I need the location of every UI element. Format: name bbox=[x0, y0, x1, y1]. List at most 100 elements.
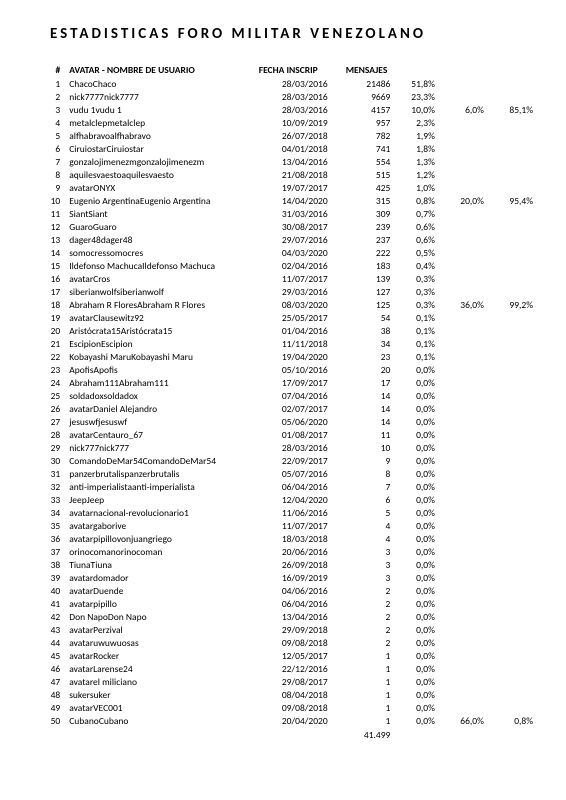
cell-msgs: 183 bbox=[343, 259, 394, 272]
table-row: 3vudu 1vudu 128/03/2016415710,0%6,0%85,1… bbox=[40, 103, 536, 116]
page-container: ESTADISTICAS FORO MILITAR VENEZOLANO # A… bbox=[0, 0, 566, 800]
cell-pct1: 0,0% bbox=[393, 441, 437, 454]
cell-pct1: 1,9% bbox=[393, 129, 437, 142]
cell-pct2 bbox=[438, 545, 487, 558]
table-row: 41avatarpipillo06/04/201620,0% bbox=[40, 597, 536, 610]
table-row: 40avatarDuende04/06/201620,0% bbox=[40, 584, 536, 597]
cell-pct2 bbox=[438, 142, 487, 155]
cell-name: CiruiostarCiruiostar bbox=[66, 142, 253, 155]
cell-num: 41 bbox=[40, 597, 66, 610]
cell-date: 20/04/2020 bbox=[254, 714, 343, 727]
cell-pct1: 0,0% bbox=[393, 389, 437, 402]
cell-name: Ildefonso MachucaIldefonso Machuca bbox=[66, 259, 253, 272]
cell-pct2 bbox=[438, 77, 487, 90]
cell-num: 16 bbox=[40, 272, 66, 285]
cell-pct1: 0,0% bbox=[393, 506, 437, 519]
cell-pct1: 1,2% bbox=[393, 168, 437, 181]
cell-name: Eugenio ArgentinaEugenio Argentina bbox=[66, 194, 253, 207]
cell-date: 08/04/2018 bbox=[254, 688, 343, 701]
cell-pct2: 36,0% bbox=[438, 298, 487, 311]
cell-pct2 bbox=[438, 636, 487, 649]
cell-num: 23 bbox=[40, 363, 66, 376]
header-name: AVATAR - NOMBRE DE USUARIO bbox=[66, 63, 253, 77]
cell-pct3: 99,2% bbox=[487, 298, 536, 311]
cell-date: 10/09/2019 bbox=[254, 116, 343, 129]
cell-name: avatarpipillo bbox=[66, 597, 253, 610]
cell-name: jesuswfjesuswf bbox=[66, 415, 253, 428]
cell-pct1: 0,0% bbox=[393, 597, 437, 610]
cell-msgs: 38 bbox=[343, 324, 394, 337]
cell-pct2 bbox=[438, 207, 487, 220]
cell-pct3 bbox=[487, 649, 536, 662]
table-row: 34avatarnacional-revolucionario111/06/20… bbox=[40, 506, 536, 519]
cell-date: 11/07/2017 bbox=[254, 272, 343, 285]
cell-num: 38 bbox=[40, 558, 66, 571]
cell-pct3 bbox=[487, 389, 536, 402]
cell-pct2 bbox=[438, 519, 487, 532]
cell-pct1: 0,0% bbox=[393, 454, 437, 467]
cell-name: GuaroGuaro bbox=[66, 220, 253, 233]
cell-pct3 bbox=[487, 77, 536, 90]
cell-date: 25/05/2017 bbox=[254, 311, 343, 324]
cell-msgs: 309 bbox=[343, 207, 394, 220]
cell-date: 17/09/2017 bbox=[254, 376, 343, 389]
cell-msgs: 1 bbox=[343, 649, 394, 662]
cell-num: 42 bbox=[40, 610, 66, 623]
cell-name: avatarLarense24 bbox=[66, 662, 253, 675]
table-row: 27jesuswfjesuswf05/06/2020140,0% bbox=[40, 415, 536, 428]
cell-name: nick777nick777 bbox=[66, 441, 253, 454]
cell-pct2 bbox=[438, 675, 487, 688]
table-row: 4metalclepmetalclep10/09/20199572,3% bbox=[40, 116, 536, 129]
cell-msgs: 14 bbox=[343, 415, 394, 428]
cell-name: avatarel miliciano bbox=[66, 675, 253, 688]
cell-pct3 bbox=[487, 480, 536, 493]
cell-num: 17 bbox=[40, 285, 66, 298]
cell-msgs: 127 bbox=[343, 285, 394, 298]
table-row: 15Ildefonso MachucaIldefonso Machuca02/0… bbox=[40, 259, 536, 272]
cell-msgs: 7 bbox=[343, 480, 394, 493]
table-row: 17siberianwolfsiberianwolf29/03/20161270… bbox=[40, 285, 536, 298]
cell-num: 10 bbox=[40, 194, 66, 207]
cell-msgs: 554 bbox=[343, 155, 394, 168]
table-row: 47avatarel miliciano29/08/201710,0% bbox=[40, 675, 536, 688]
cell-pct1: 0,7% bbox=[393, 207, 437, 220]
cell-msgs: 1 bbox=[343, 675, 394, 688]
cell-num: 8 bbox=[40, 168, 66, 181]
table-row: 26avatarDaniel Alejandro02/07/2017140,0% bbox=[40, 402, 536, 415]
table-row: 42Don NapoDon Napo13/04/201620,0% bbox=[40, 610, 536, 623]
cell-pct3 bbox=[487, 688, 536, 701]
cell-date: 01/04/2016 bbox=[254, 324, 343, 337]
table-row: 28avatarCentauro_6701/08/2017110,0% bbox=[40, 428, 536, 441]
total-value: 41.499 bbox=[343, 727, 394, 742]
cell-pct1: 0,3% bbox=[393, 285, 437, 298]
cell-pct2 bbox=[438, 506, 487, 519]
cell-pct1: 0,6% bbox=[393, 233, 437, 246]
cell-name: ChacoChaco bbox=[66, 77, 253, 90]
cell-pct3 bbox=[487, 168, 536, 181]
cell-pct2 bbox=[438, 376, 487, 389]
table-row: 5alfhabravoalfhabravo26/07/20187821,9% bbox=[40, 129, 536, 142]
cell-pct2 bbox=[438, 688, 487, 701]
header-pct2 bbox=[438, 63, 487, 77]
cell-date: 11/11/2018 bbox=[254, 337, 343, 350]
cell-num: 9 bbox=[40, 181, 66, 194]
cell-pct1: 0,0% bbox=[393, 363, 437, 376]
cell-pct3 bbox=[487, 415, 536, 428]
cell-pct1: 0,0% bbox=[393, 623, 437, 636]
cell-name: avatardomador bbox=[66, 571, 253, 584]
cell-pct1: 0,0% bbox=[393, 376, 437, 389]
cell-pct3 bbox=[487, 610, 536, 623]
cell-name: JeepJeep bbox=[66, 493, 253, 506]
table-row: 7gonzalojimenezmgonzalojimenezm13/04/201… bbox=[40, 155, 536, 168]
cell-name: avatargaborive bbox=[66, 519, 253, 532]
cell-msgs: 54 bbox=[343, 311, 394, 324]
cell-pct1: 0,0% bbox=[393, 714, 437, 727]
total-row: 41.499 bbox=[40, 727, 536, 742]
cell-name: avatarONYX bbox=[66, 181, 253, 194]
cell-pct2 bbox=[438, 116, 487, 129]
cell-pct1: 0,0% bbox=[393, 675, 437, 688]
cell-pct1: 0,0% bbox=[393, 649, 437, 662]
table-body: 1ChacoChaco28/03/20162148651,8%2nick7777… bbox=[40, 77, 536, 727]
cell-name: somocressomocres bbox=[66, 246, 253, 259]
cell-pct2 bbox=[438, 220, 487, 233]
